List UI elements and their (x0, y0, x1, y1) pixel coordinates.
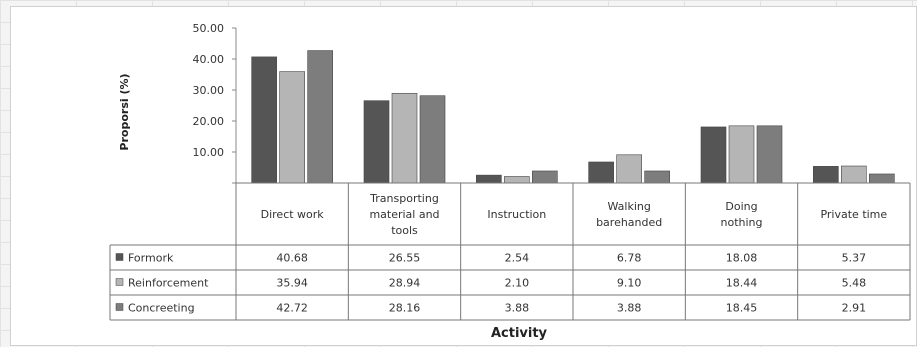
bar (504, 176, 530, 184)
category-label: Private time (820, 208, 887, 221)
bar (869, 173, 895, 184)
data-label: 6.78 (617, 252, 642, 265)
data-label: 26.55 (389, 252, 421, 265)
y-tick-label: 10.00 (193, 146, 225, 159)
bar (588, 161, 614, 184)
legend-label: Reinforcement (128, 277, 209, 290)
legend-key (115, 278, 124, 286)
bar (391, 92, 418, 184)
data-label: 2.54 (505, 252, 530, 265)
data-label: 5.48 (842, 277, 867, 290)
data-label: 42.72 (276, 302, 308, 315)
data-label: 9.10 (617, 277, 642, 290)
category-label: nothing (721, 216, 763, 229)
data-table: Direct work Transporting material and tools… (109, 182, 911, 321)
data-label: 18.44 (726, 277, 758, 290)
bar (419, 95, 446, 184)
data-label: 18.08 (726, 252, 758, 265)
bar (841, 165, 867, 184)
y-tick-label: 30.00 (193, 84, 225, 97)
data-label: 35.94 (276, 277, 308, 290)
data-label: 3.88 (505, 302, 530, 315)
data-label: 2.10 (505, 277, 530, 290)
plot-area: 10.00 20.00 30.00 40.00 50.00 (193, 22, 895, 184)
y-tick-label: 20.00 (193, 115, 225, 128)
bar (363, 100, 390, 184)
data-label: 28.94 (389, 277, 421, 290)
bar (756, 125, 783, 184)
bar (813, 166, 839, 184)
category-label: Instruction (487, 208, 546, 221)
bar (251, 56, 277, 184)
bar (532, 170, 558, 184)
data-label: 2.91 (842, 302, 867, 315)
category-label: material and (369, 208, 439, 221)
bar (644, 170, 670, 184)
bar (700, 126, 727, 184)
category-label: Transporting (369, 192, 439, 205)
legend-key (115, 303, 124, 311)
category-label: Direct work (261, 208, 325, 221)
category-label: Walking (607, 200, 650, 213)
data-label: 18.45 (726, 302, 758, 315)
bar (307, 50, 333, 184)
legend-label: Concreeting (128, 302, 195, 315)
bar (728, 125, 755, 184)
y-tick-label: 50.00 (193, 22, 225, 35)
bar (279, 71, 305, 184)
category-label: tools (391, 224, 418, 237)
legend-label: Formork (128, 252, 174, 265)
data-label: 28.16 (389, 302, 421, 315)
y-tick-label: 40.00 (193, 53, 225, 66)
category-label: barehanded (596, 216, 662, 229)
bar (476, 174, 502, 184)
data-label: 3.88 (617, 302, 642, 315)
category-label: Doing (725, 200, 757, 213)
data-label: 5.37 (842, 252, 867, 265)
legend-key (115, 253, 124, 261)
bar (616, 154, 642, 184)
data-label: 40.68 (276, 252, 308, 265)
x-axis-label: Activity (491, 326, 548, 341)
y-axis-label: Proporsi (%) (118, 73, 131, 150)
